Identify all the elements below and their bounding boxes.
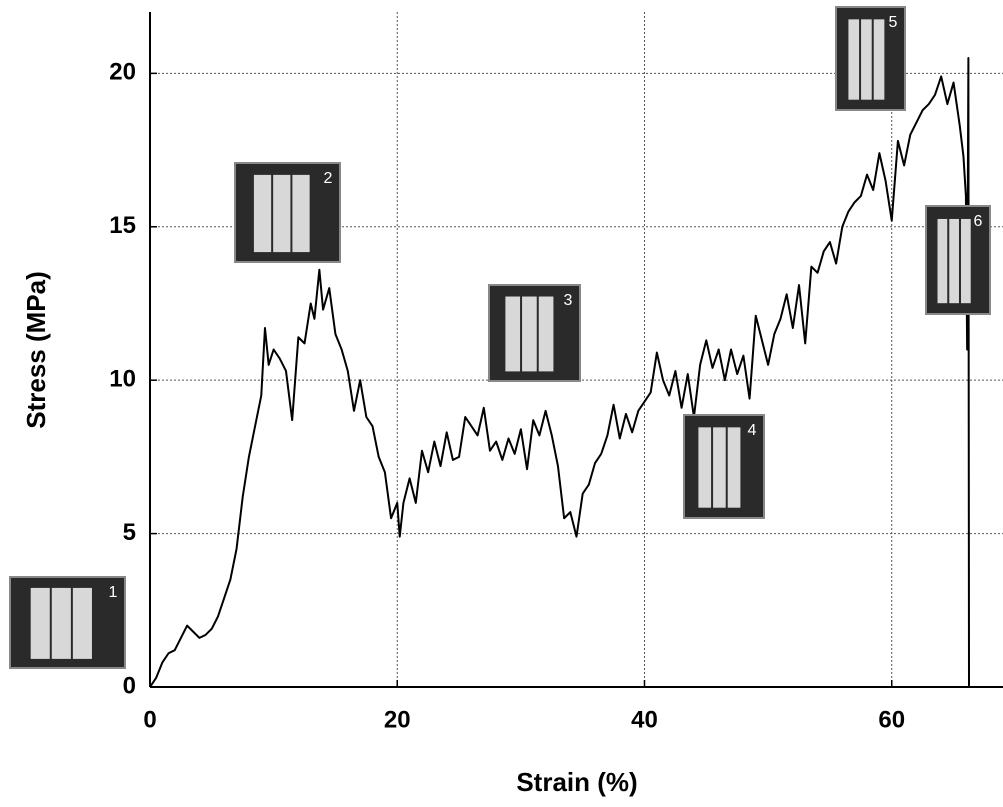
x-tick-label: 40	[631, 706, 658, 733]
specimen-strip	[51, 587, 71, 659]
y-tick-label: 15	[109, 212, 136, 239]
photo-label: 1	[109, 584, 118, 601]
specimen-strip	[72, 587, 92, 659]
specimen-strip	[873, 19, 885, 100]
specimen-strip	[713, 427, 726, 508]
y-tick-label: 10	[109, 366, 136, 393]
specimen-strip	[698, 427, 712, 508]
y-tick-label: 0	[123, 672, 136, 699]
specimen-strip	[505, 296, 521, 372]
x-tick-label: 0	[143, 706, 156, 733]
specimen-strip	[538, 296, 554, 372]
photo-label: 6	[974, 213, 983, 230]
x-tick-label: 20	[384, 706, 411, 733]
photo-label: 5	[889, 14, 898, 31]
specimen-strip	[292, 174, 310, 253]
y-tick-label: 5	[123, 519, 136, 546]
photo-label: 4	[748, 422, 757, 439]
stress-curve	[149, 57, 970, 688]
specimen-strip	[848, 19, 860, 100]
specimen-photo: 1	[9, 576, 126, 669]
specimen-strip	[273, 174, 291, 253]
specimen-photo: 3	[488, 284, 581, 382]
x-tick-label: 60	[878, 706, 905, 733]
specimen-strip	[949, 218, 959, 304]
y-tick-label: 20	[109, 59, 136, 86]
specimen-strip	[253, 174, 272, 253]
specimen-photo: 4	[683, 414, 765, 519]
x-axis-title: Strain (%)	[516, 767, 637, 797]
specimen-strip	[861, 19, 872, 100]
photo-label: 3	[564, 292, 573, 309]
specimen-strip	[30, 587, 50, 659]
specimen-strip	[522, 296, 537, 372]
specimen-photo: 2	[234, 162, 341, 263]
photo-label: 2	[324, 170, 333, 187]
specimen-photo: 6	[925, 205, 991, 315]
y-axis-title: Stress (MPa)	[21, 271, 51, 429]
specimen-photo: 5	[835, 6, 906, 111]
specimen-strip	[960, 218, 971, 304]
specimen-strip	[727, 427, 741, 508]
specimen-strip	[937, 218, 948, 304]
